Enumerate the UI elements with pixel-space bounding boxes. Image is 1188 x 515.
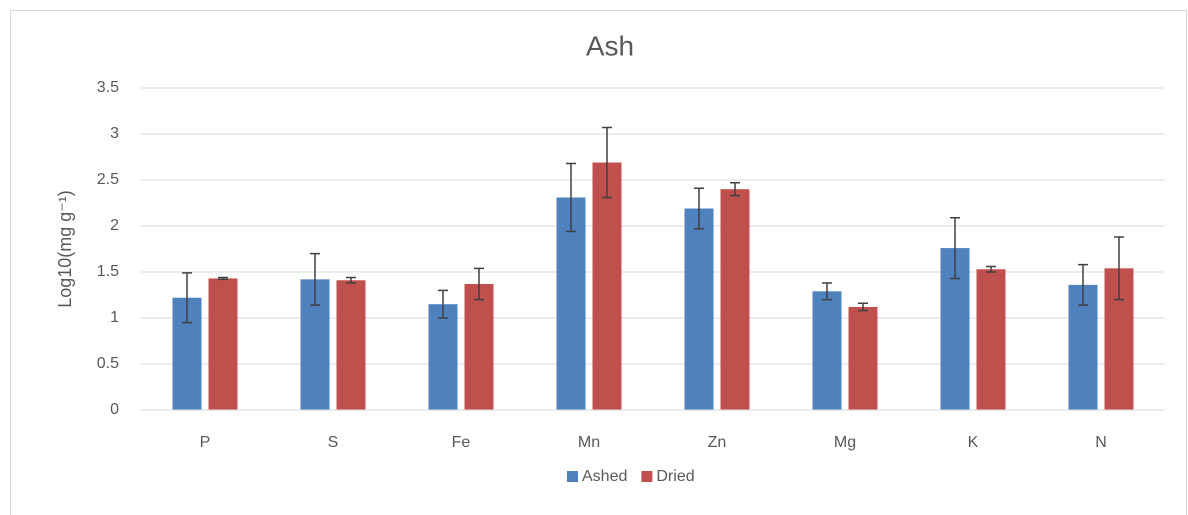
chart-title: Ash xyxy=(586,30,634,61)
error-bar xyxy=(694,187,704,230)
error-bar xyxy=(822,282,832,301)
y-tick-label: 1 xyxy=(110,309,119,326)
legend-swatch xyxy=(567,471,578,482)
bar xyxy=(428,304,458,410)
y-tick-label: 1.5 xyxy=(97,263,119,280)
error-bar xyxy=(986,265,996,273)
chart-frame xyxy=(10,10,1187,515)
bar xyxy=(336,280,366,410)
x-tick-label: Zn xyxy=(708,434,727,451)
error-bar xyxy=(218,276,228,281)
legend-swatch xyxy=(641,471,653,482)
y-tick-label: 0 xyxy=(110,401,119,418)
error-bar xyxy=(346,276,356,284)
error-bar xyxy=(858,302,868,312)
error-bar xyxy=(1078,263,1088,306)
bar xyxy=(592,162,622,410)
x-tick-label: P xyxy=(200,434,211,451)
error-bar xyxy=(182,272,192,324)
error-bar xyxy=(950,216,960,280)
legend-label: Dried xyxy=(656,468,694,485)
bar xyxy=(720,189,750,410)
error-bar xyxy=(602,126,612,199)
y-tick-label: 2 xyxy=(110,217,119,234)
legend-label: Ashed xyxy=(582,468,627,485)
bar xyxy=(684,208,714,410)
error-bar xyxy=(1114,236,1124,301)
error-bar xyxy=(438,289,448,319)
x-tick-label: N xyxy=(1095,434,1107,451)
error-bar xyxy=(730,182,740,197)
x-tick-label: K xyxy=(968,434,979,451)
x-tick-label: Mg xyxy=(834,434,856,451)
y-tick-label: 0.5 xyxy=(97,355,119,372)
bar xyxy=(848,306,878,410)
error-bar xyxy=(310,252,320,306)
y-tick-label: 3 xyxy=(110,125,119,142)
bar xyxy=(812,291,842,410)
y-tick-label: 3.5 xyxy=(97,79,119,96)
error-bar xyxy=(566,162,576,233)
bar xyxy=(976,269,1006,410)
x-tick-label: S xyxy=(328,434,339,451)
x-tick-label: Mn xyxy=(578,434,600,451)
y-axis-label: Log10(mg g⁻¹) xyxy=(55,190,75,308)
bar xyxy=(208,278,238,410)
x-tick-label: Fe xyxy=(452,434,471,451)
error-bar xyxy=(474,267,484,301)
y-tick-label: 2.5 xyxy=(97,171,119,188)
bar xyxy=(556,197,586,410)
bar xyxy=(464,283,494,410)
